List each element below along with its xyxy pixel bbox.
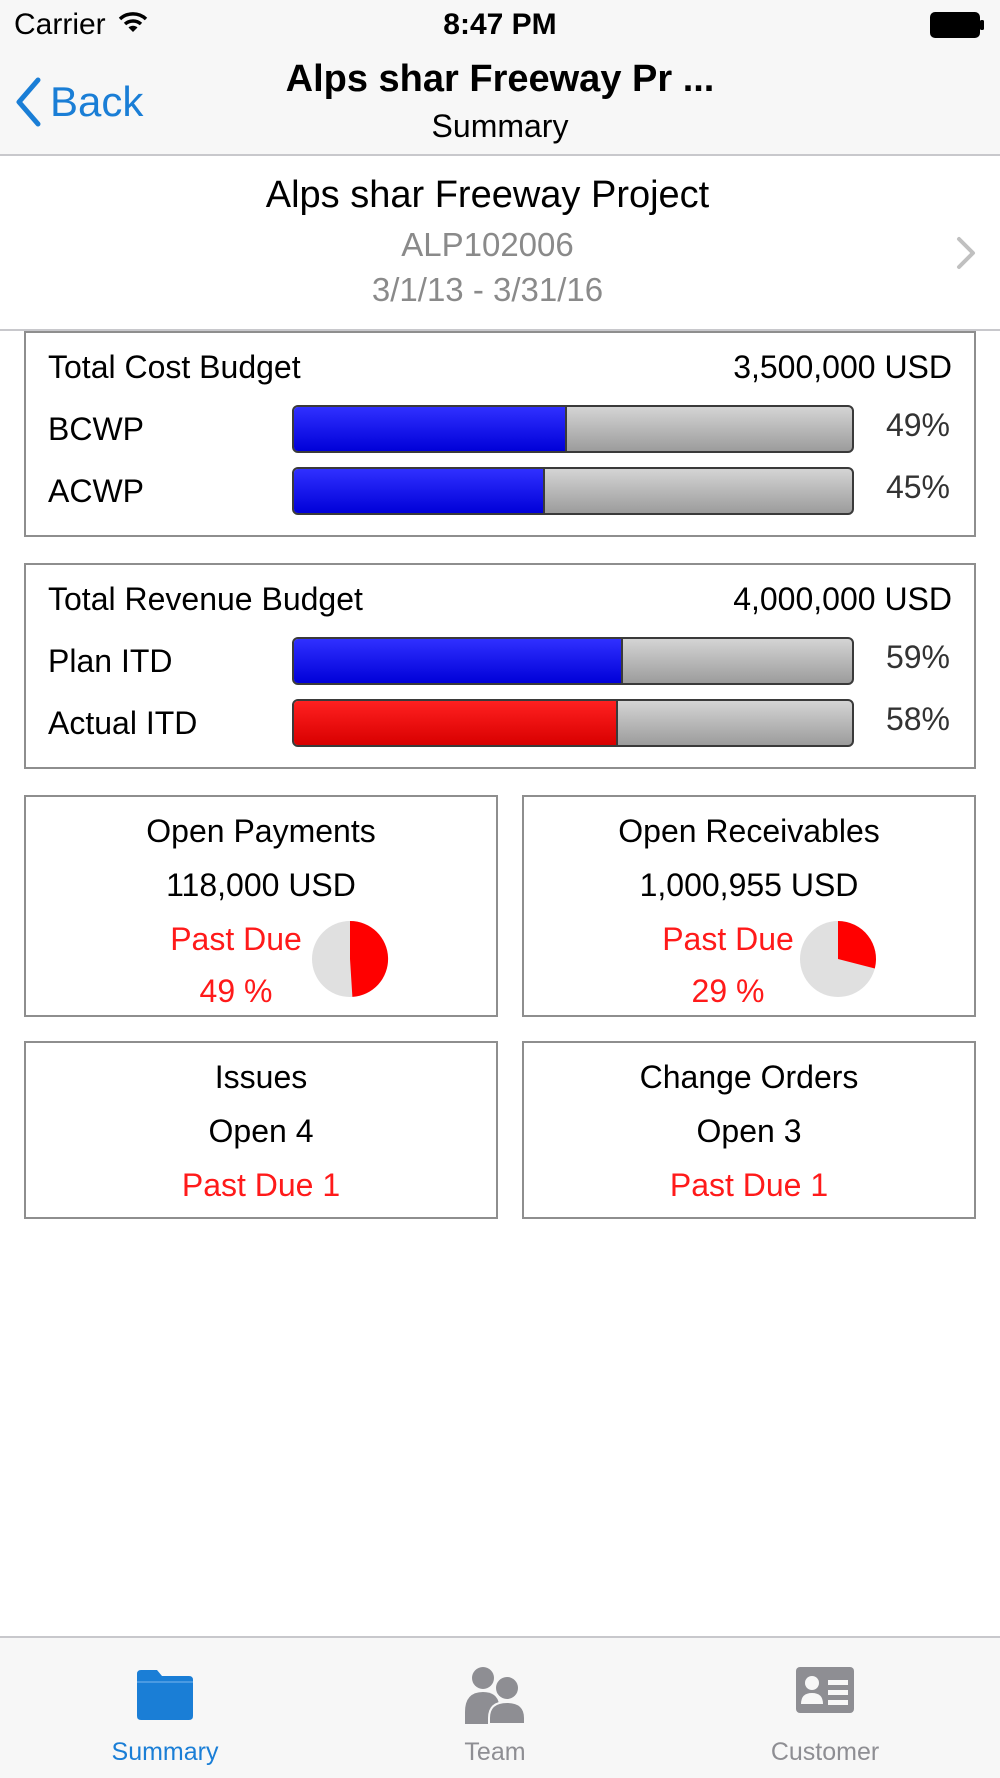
open-payments-pie-chart <box>312 920 389 997</box>
tab-team[interactable]: Team <box>385 1638 605 1778</box>
actual-itd-percent: 58% <box>885 701 950 737</box>
plan-itd-progress-fill <box>294 639 624 683</box>
tab-team-label: Team <box>464 1738 526 1766</box>
plan-itd-percent: 59% <box>885 639 950 675</box>
team-icon <box>465 1667 526 1725</box>
open-payments-amount: 118,000 USD <box>166 867 356 903</box>
issues-open: Open 4 <box>208 1113 314 1149</box>
open-payments-past-due-percent: 49 % <box>199 973 273 1009</box>
contact-card-icon <box>796 1667 854 1713</box>
project-header[interactable]: Alps shar Freeway Project ALP102006 3/1/… <box>0 156 1000 331</box>
carrier-label: Carrier <box>14 8 106 41</box>
battery-icon <box>930 12 986 43</box>
actual-itd-progress-bar <box>292 699 854 747</box>
actual-itd-label: Actual ITD <box>48 705 198 741</box>
revenue-budget-panel[interactable]: Total Revenue Budget 4,000,000 USD Plan … <box>24 563 976 769</box>
chevron-right-icon <box>957 237 975 269</box>
bcwp-label: BCWP <box>48 411 144 447</box>
project-name: Alps shar Freeway Project <box>265 174 710 216</box>
status-time: 8:47 PM <box>443 8 557 41</box>
chevron-left-icon <box>16 77 41 127</box>
issues-past-due: Past Due 1 <box>181 1167 341 1203</box>
open-payments-title: Open Payments <box>146 813 376 849</box>
open-receivables-past-due-label: Past Due <box>662 921 794 957</box>
plan-itd-progress-bar <box>292 637 854 685</box>
revenue-budget-amount: 4,000,000 USD <box>733 581 952 617</box>
actual-itd-progress-fill <box>294 701 618 745</box>
cost-budget-panel[interactable]: Total Cost Budget 3,500,000 USD BCWP 49%… <box>24 331 976 537</box>
change-orders-card[interactable]: Change Orders Open 3 Past Due 1 <box>522 1041 976 1219</box>
status-bar: Carrier 8:47 PM <box>0 0 1000 50</box>
revenue-budget-title: Total Revenue Budget <box>48 581 363 617</box>
back-label: Back <box>50 78 144 125</box>
acwp-percent: 45% <box>885 469 950 505</box>
change-orders-title: Change Orders <box>639 1059 859 1095</box>
pie-past-due-slice <box>838 921 877 969</box>
open-receivables-pie-chart <box>800 921 877 997</box>
issues-card[interactable]: Issues Open 4 Past Due 1 <box>24 1041 498 1219</box>
issues-title: Issues <box>214 1059 308 1095</box>
acwp-label: ACWP <box>48 473 144 509</box>
bcwp-percent: 49% <box>885 407 950 443</box>
tab-customer-label: Customer <box>770 1738 880 1766</box>
tab-summary-label: Summary <box>111 1738 219 1766</box>
folder-icon <box>137 1670 193 1720</box>
tab-summary[interactable]: Summary <box>55 1638 275 1778</box>
open-receivables-past-due-percent: 29 % <box>691 973 765 1009</box>
acwp-progress-fill <box>294 469 546 513</box>
project-dates: 3/1/13 - 3/31/16 <box>371 271 604 308</box>
nav-title: Alps shar Freeway Pr ... <box>285 58 715 100</box>
change-orders-open: Open 3 <box>696 1113 802 1149</box>
tab-bar: Summary Team Customer <box>0 1636 1000 1778</box>
bcwp-progress-fill <box>294 407 568 451</box>
wifi-icon <box>118 10 148 39</box>
change-orders-past-due: Past Due 1 <box>669 1167 829 1203</box>
bcwp-progress-bar <box>292 405 854 453</box>
cost-budget-amount: 3,500,000 USD <box>733 349 952 385</box>
open-receivables-title: Open Receivables <box>618 813 880 849</box>
nav-subtitle: Summary <box>431 108 569 144</box>
cost-budget-title: Total Cost Budget <box>48 349 301 385</box>
project-code: ALP102006 <box>401 226 574 263</box>
acwp-progress-bar <box>292 467 854 515</box>
open-receivables-amount: 1,000,955 USD <box>639 867 859 903</box>
tab-customer[interactable]: Customer <box>715 1638 935 1778</box>
open-payments-card[interactable]: Open Payments 118,000 USD Past Due 49 % <box>24 795 498 1017</box>
navigation-bar: Back Alps shar Freeway Pr ... Summary <box>0 50 1000 156</box>
back-button[interactable]: Back <box>14 74 143 130</box>
open-payments-past-due-label: Past Due <box>170 921 302 957</box>
plan-itd-label: Plan ITD <box>48 643 173 679</box>
open-receivables-card[interactable]: Open Receivables 1,000,955 USD Past Due … <box>522 795 976 1017</box>
pie-past-due-slice <box>350 920 389 997</box>
